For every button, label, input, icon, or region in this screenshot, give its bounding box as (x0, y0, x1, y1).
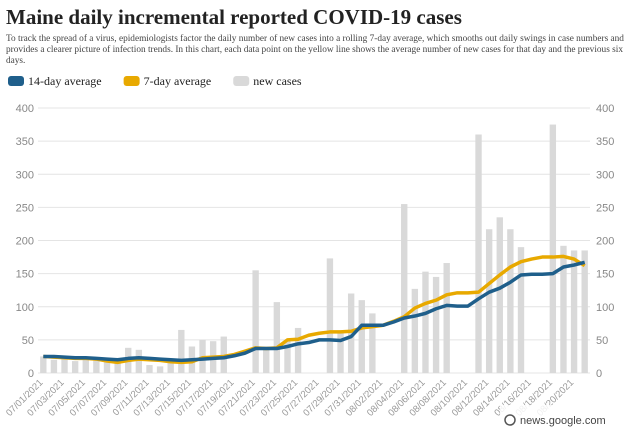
legend-swatch (8, 76, 24, 86)
y2-tick-label: 300 (596, 169, 614, 181)
y2-tick-label: 200 (596, 236, 614, 248)
y2-tick-label: 400 (596, 103, 614, 115)
bar (443, 263, 450, 373)
y-tick-label: 50 (22, 335, 34, 347)
legend-label: 7-day average (144, 74, 212, 88)
bar (61, 358, 68, 373)
bar (581, 250, 588, 373)
bar (135, 349, 143, 373)
bar (156, 366, 164, 373)
y-tick-label: 300 (16, 169, 34, 181)
bar (496, 217, 503, 373)
bar (422, 271, 429, 373)
y-tick-label: 0 (28, 368, 34, 380)
bar (167, 358, 174, 373)
bar (401, 204, 408, 373)
bar (114, 363, 121, 373)
bar (432, 276, 440, 373)
bar (252, 270, 259, 373)
bar (560, 245, 567, 373)
bar (517, 247, 525, 373)
bar (347, 293, 355, 373)
bar (337, 333, 344, 373)
y2-tick-label: 100 (596, 302, 614, 314)
bar (71, 361, 79, 373)
legend-swatch (123, 76, 140, 86)
bar (369, 313, 376, 373)
bar (475, 134, 482, 373)
chart-subtitle: To track the spread of a virus, epidemio… (6, 34, 624, 66)
y2-tick-label: 350 (596, 136, 614, 148)
legend-label: 14-day average (28, 74, 102, 88)
line (43, 254, 586, 365)
legend-swatch (233, 76, 250, 86)
legend-label: new cases (253, 74, 302, 88)
bar (178, 329, 185, 373)
chart-title: Maine daily incremental reported COVID-1… (6, 5, 462, 29)
watermark: news.google.com (520, 415, 606, 427)
y-tick-label: 200 (16, 236, 34, 248)
bar (50, 359, 58, 373)
y-tick-label: 400 (16, 103, 34, 115)
subtitle-box: To track the spread of a virus, epidemio… (6, 34, 624, 66)
y-tick-label: 350 (16, 136, 34, 148)
y2-tick-label: 50 (596, 335, 608, 347)
y-tick-label: 100 (16, 302, 34, 314)
y2-tick-label: 250 (596, 202, 614, 214)
bar (273, 302, 281, 373)
line (43, 260, 586, 363)
bar (549, 124, 557, 373)
watermark-icon (504, 414, 516, 426)
y2-tick-label: 0 (596, 368, 602, 380)
bar (507, 229, 514, 373)
bar (40, 356, 47, 373)
bar (93, 358, 100, 373)
bar (82, 359, 89, 373)
bar (570, 250, 578, 373)
y-tick-label: 250 (16, 202, 34, 214)
bar (294, 327, 302, 373)
y2-tick-label: 150 (596, 269, 614, 281)
bar (146, 365, 153, 373)
bar (485, 229, 493, 373)
bar (358, 300, 365, 373)
y-tick-label: 150 (16, 269, 34, 281)
bar (284, 339, 291, 373)
bar (263, 347, 270, 373)
bar (326, 258, 334, 373)
bar (411, 288, 419, 373)
watermark-bg (500, 405, 631, 433)
bar (103, 359, 111, 373)
